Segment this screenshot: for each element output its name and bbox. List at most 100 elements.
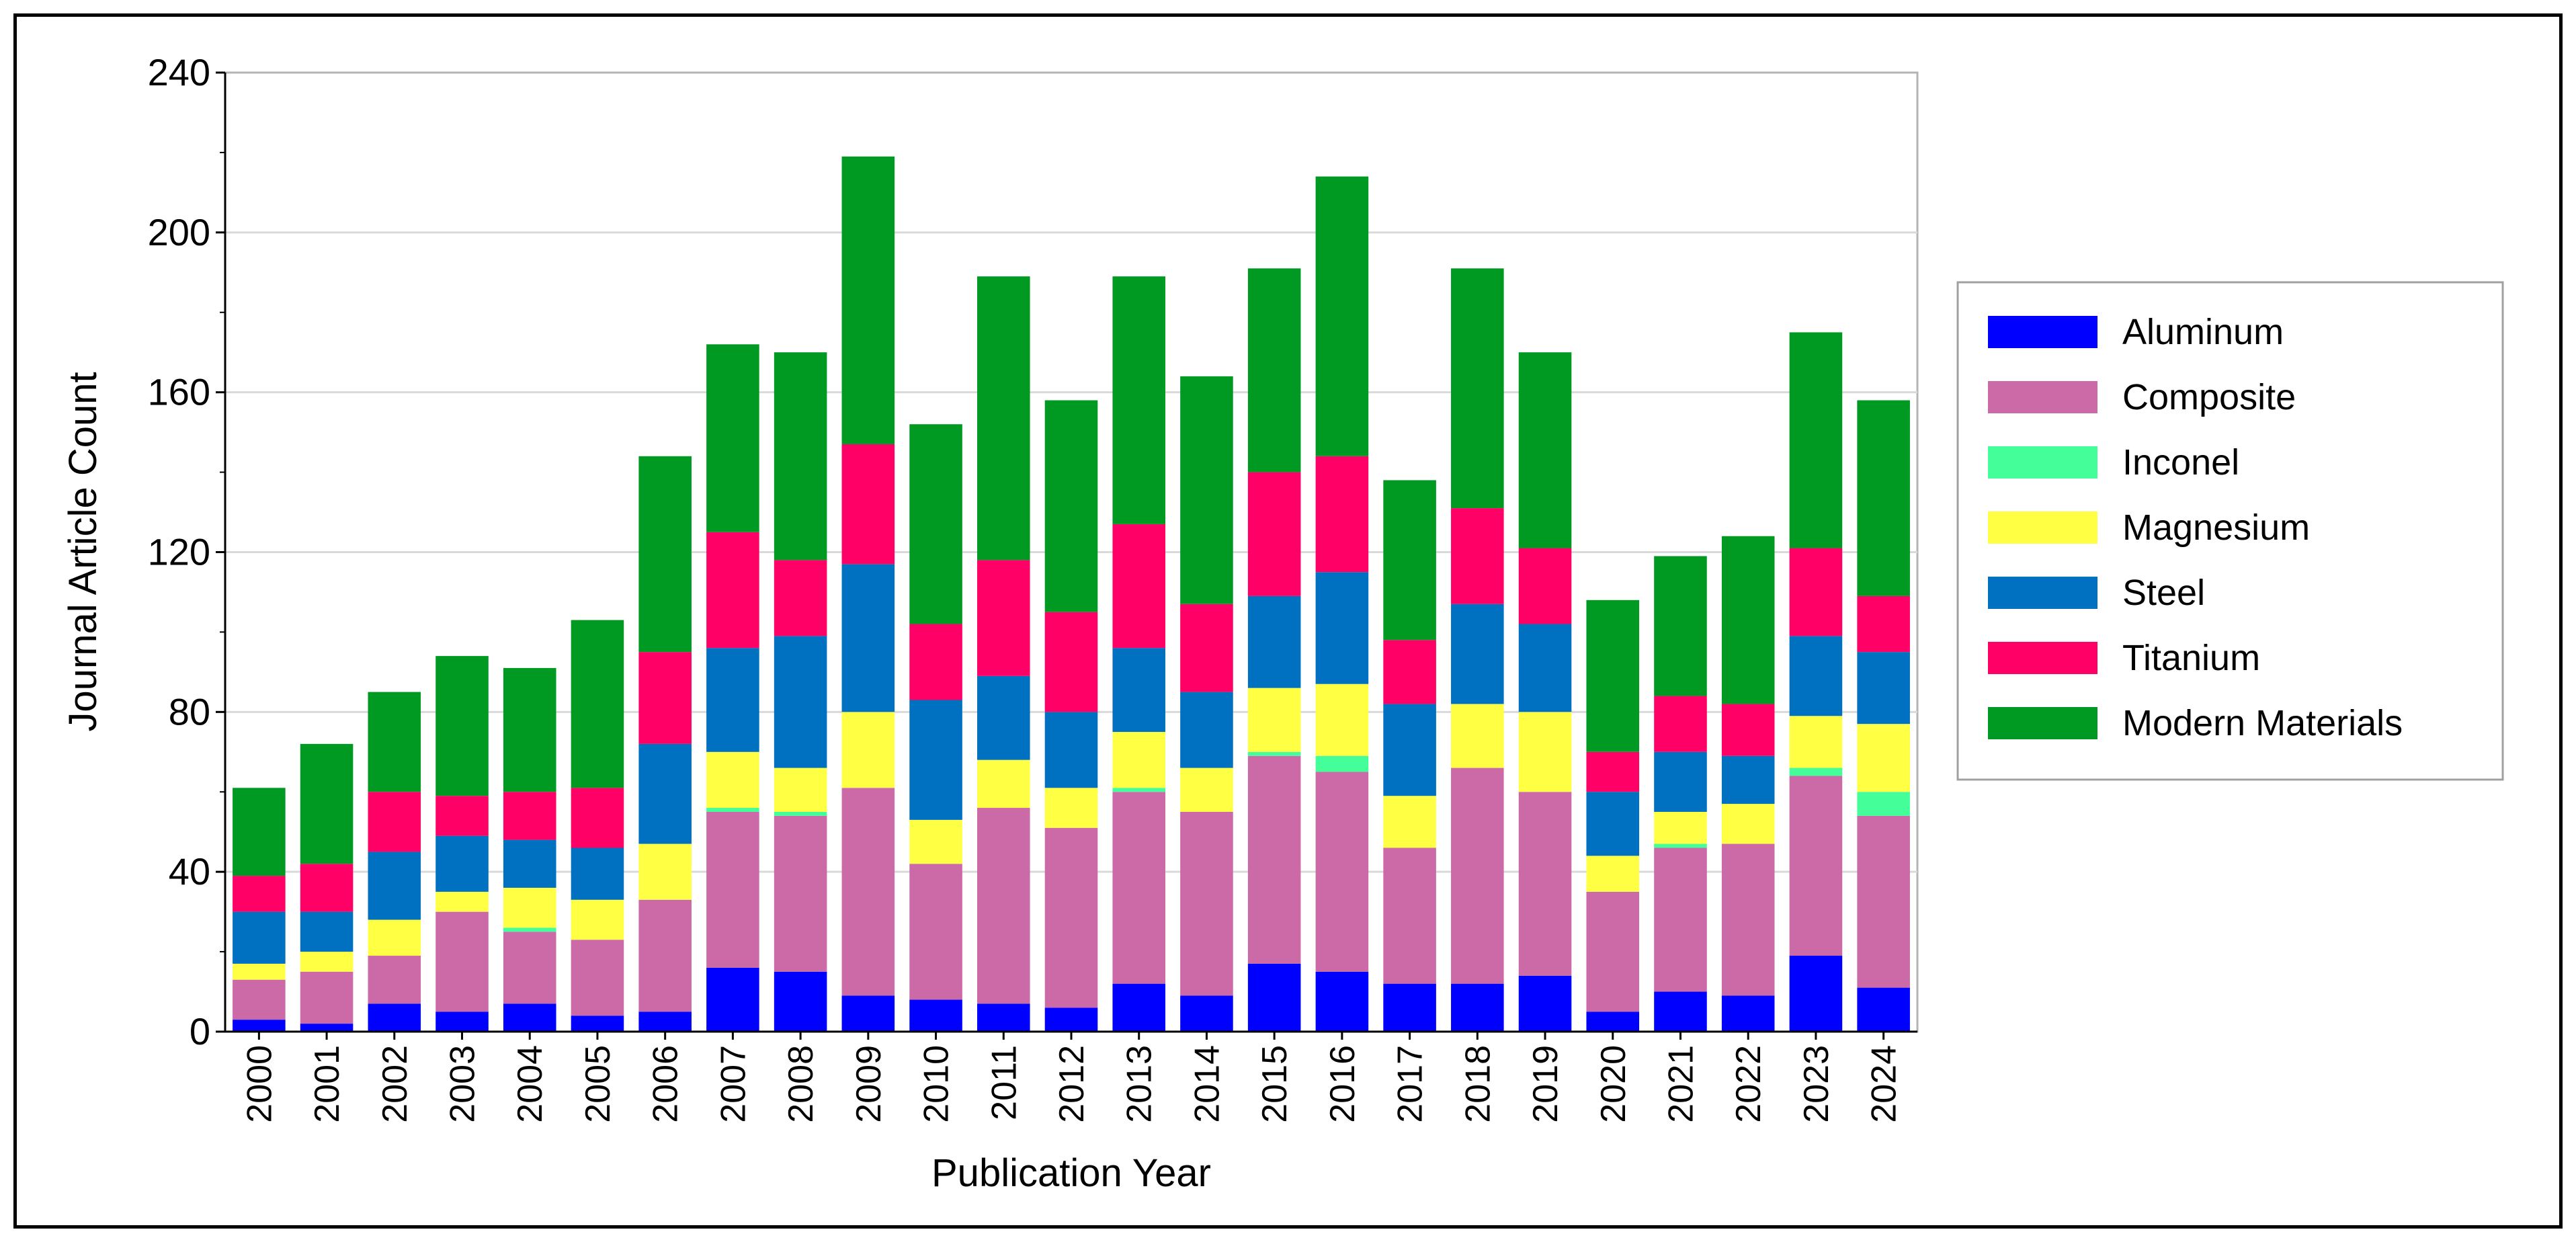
legend-label: Titanium bbox=[2122, 638, 2260, 678]
y-tick-label: 200 bbox=[148, 211, 210, 253]
bar-segment-steel-2022 bbox=[1721, 755, 1775, 804]
y-tick-labels: 0 40 80 120 160 200 240 bbox=[148, 51, 210, 1052]
bar-segment-titanium-2016 bbox=[1315, 456, 1369, 573]
y-tick-label: 0 bbox=[190, 1010, 210, 1052]
bar-segment-composite-2021 bbox=[1654, 847, 1707, 992]
bar-segment-magnesium-2008 bbox=[774, 768, 827, 812]
bar-segment-magnesium-2001 bbox=[300, 952, 354, 972]
x-tick-label: 2004 bbox=[511, 1045, 550, 1123]
bar-stack-2017 bbox=[1383, 480, 1436, 1032]
bar-segment-aluminum-2003 bbox=[435, 1011, 489, 1032]
bar-segment-composite-2016 bbox=[1315, 772, 1369, 972]
bar-segment-steel-2019 bbox=[1518, 624, 1572, 712]
y-axis-title: Journal Article Count bbox=[61, 372, 105, 731]
bar-segment-composite-2014 bbox=[1180, 811, 1233, 996]
bar-segment-aluminum-2021 bbox=[1654, 991, 1707, 1032]
bar-segment-inconel-2021 bbox=[1654, 843, 1707, 848]
bar-segment-composite-2012 bbox=[1044, 827, 1098, 1008]
bar-segment-modern-materials-2021 bbox=[1654, 556, 1707, 696]
bar-segment-aluminum-2014 bbox=[1180, 995, 1233, 1032]
x-tick-label: 2012 bbox=[1052, 1045, 1091, 1123]
bar-segment-steel-2024 bbox=[1857, 652, 1910, 724]
bar-segment-titanium-2010 bbox=[909, 624, 962, 700]
bar-segment-aluminum-2000 bbox=[233, 1020, 286, 1032]
bar-stack-2011 bbox=[977, 276, 1030, 1032]
bar-segment-aluminum-2001 bbox=[300, 1024, 354, 1032]
bar-segment-titanium-2013 bbox=[1112, 524, 1165, 649]
y-tick-label: 240 bbox=[148, 51, 210, 93]
bar-segment-titanium-2012 bbox=[1044, 612, 1098, 712]
x-tick-label: 2002 bbox=[376, 1045, 415, 1123]
bar-segment-composite-2005 bbox=[571, 940, 624, 1016]
bar-segment-magnesium-2000 bbox=[233, 963, 286, 980]
bar-segment-steel-2021 bbox=[1654, 751, 1707, 812]
x-tick-labels: 2000 2001 2002 2003 2004 2005 2006 2007 2008 2009… bbox=[240, 1045, 1903, 1123]
bar-segment-steel-2000 bbox=[233, 911, 286, 964]
bar-segment-titanium-2003 bbox=[435, 796, 489, 836]
bar-segment-titanium-2019 bbox=[1518, 548, 1572, 624]
bar-segment-titanium-2014 bbox=[1180, 604, 1233, 692]
bar-segment-aluminum-2004 bbox=[503, 1003, 556, 1032]
bar-segment-aluminum-2013 bbox=[1112, 983, 1165, 1032]
bar-segment-titanium-2004 bbox=[503, 792, 556, 840]
bar-segment-aluminum-2005 bbox=[571, 1016, 624, 1032]
bar-segment-composite-2003 bbox=[435, 911, 489, 1012]
bar-segment-magnesium-2005 bbox=[571, 899, 624, 940]
y-tick-label: 160 bbox=[148, 371, 210, 413]
bar-segment-steel-2015 bbox=[1247, 595, 1301, 688]
bar-stack-2009 bbox=[841, 156, 895, 1032]
x-axis-title: Publication Year bbox=[931, 1151, 1211, 1195]
x-tick-label: 2024 bbox=[1865, 1045, 1904, 1123]
bar-segment-aluminum-2012 bbox=[1044, 1007, 1098, 1032]
bar-segment-modern-materials-2003 bbox=[435, 656, 489, 796]
bar-segment-modern-materials-2009 bbox=[841, 156, 895, 444]
bar-segment-titanium-2008 bbox=[774, 560, 827, 636]
bar-segment-composite-2011 bbox=[977, 808, 1030, 1004]
bar-stack-2004 bbox=[503, 667, 556, 1032]
bar-segment-modern-materials-2012 bbox=[1044, 400, 1098, 612]
bar-segment-titanium-2002 bbox=[368, 792, 421, 852]
bar-segment-composite-2024 bbox=[1857, 815, 1910, 988]
bar-segment-inconel-2013 bbox=[1112, 788, 1165, 792]
bar-segment-titanium-2000 bbox=[233, 876, 286, 912]
bar-segment-titanium-2020 bbox=[1586, 751, 1640, 792]
bar-segment-aluminum-2017 bbox=[1383, 983, 1436, 1032]
bar-segment-steel-2013 bbox=[1112, 648, 1165, 733]
bars bbox=[233, 156, 1910, 1032]
bar-stack-2002 bbox=[368, 692, 421, 1032]
bar-segment-titanium-2018 bbox=[1451, 508, 1504, 604]
bar-segment-aluminum-2006 bbox=[638, 1011, 692, 1032]
bar-segment-steel-2010 bbox=[909, 700, 962, 820]
bar-segment-magnesium-2010 bbox=[909, 819, 962, 864]
bar-segment-titanium-2023 bbox=[1789, 548, 1843, 636]
bar-segment-composite-2009 bbox=[841, 788, 895, 996]
legend-item-steel: Steel bbox=[1988, 573, 2205, 613]
bar-segment-steel-2004 bbox=[503, 839, 556, 888]
bar-segment-magnesium-2016 bbox=[1315, 684, 1369, 756]
bar-segment-magnesium-2015 bbox=[1247, 688, 1301, 752]
y-tick-label: 80 bbox=[169, 690, 210, 733]
x-tick-label: 2015 bbox=[1255, 1045, 1294, 1123]
bar-segment-modern-materials-2002 bbox=[368, 692, 421, 792]
x-tick-label: 2018 bbox=[1458, 1045, 1497, 1123]
bar-segment-titanium-2007 bbox=[706, 532, 759, 649]
bar-segment-titanium-2024 bbox=[1857, 595, 1910, 653]
bar-stack-2020 bbox=[1586, 599, 1640, 1032]
bar-segment-steel-2008 bbox=[774, 636, 827, 768]
bar-segment-titanium-2001 bbox=[300, 864, 354, 912]
bar-segment-steel-2011 bbox=[977, 675, 1030, 760]
bar-stack-2018 bbox=[1451, 268, 1504, 1032]
bar-segment-modern-materials-2022 bbox=[1721, 536, 1775, 704]
bar-segment-steel-2020 bbox=[1586, 792, 1640, 856]
x-tick-label: 2007 bbox=[714, 1045, 753, 1123]
x-tick-label: 2006 bbox=[647, 1045, 685, 1123]
x-tick-label: 2020 bbox=[1594, 1045, 1633, 1123]
legend-item-titanium: Titanium bbox=[1988, 638, 2260, 678]
legend-swatch bbox=[1988, 446, 2097, 479]
bar-segment-modern-materials-2006 bbox=[638, 456, 692, 653]
legend-item-composite: Composite bbox=[1988, 377, 2296, 417]
bar-segment-modern-materials-2023 bbox=[1789, 332, 1843, 548]
bar-stack-2000 bbox=[233, 788, 286, 1032]
bar-segment-inconel-2007 bbox=[706, 808, 759, 812]
bar-segment-steel-2001 bbox=[300, 911, 354, 952]
